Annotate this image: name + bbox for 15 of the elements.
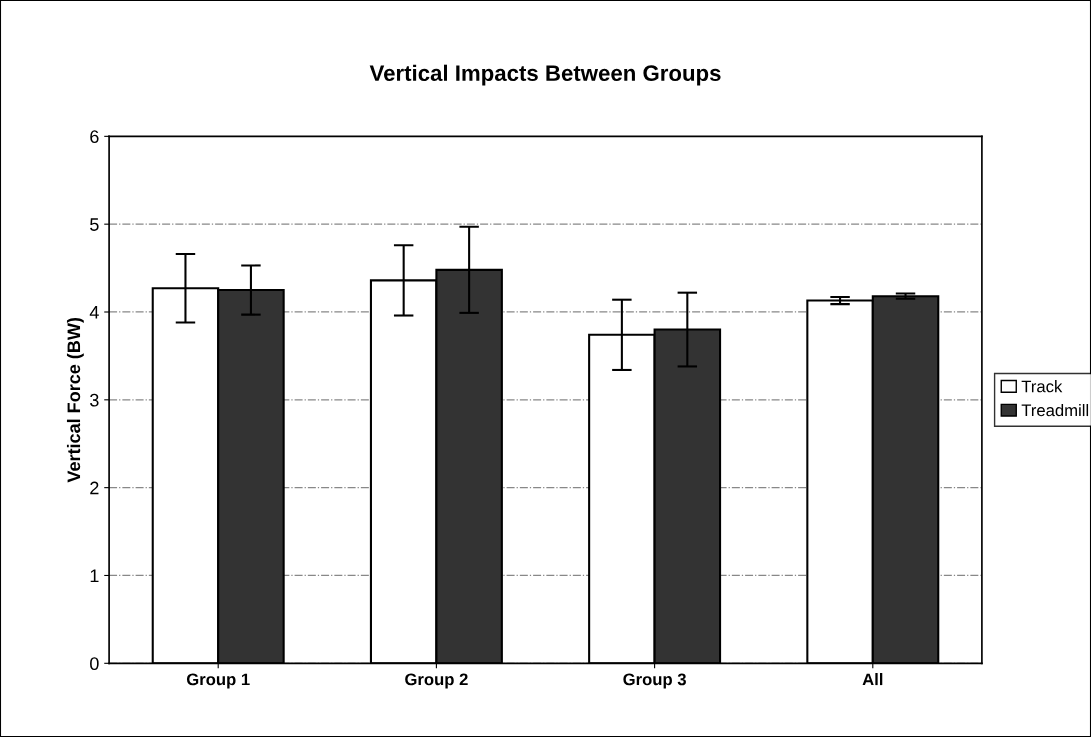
legend-label: Track	[1021, 380, 1063, 393]
y-tick-label: 2	[90, 481, 99, 495]
y-tick-label: 3	[90, 393, 99, 407]
chart-title: Vertical Impacts Between Groups	[369, 64, 721, 86]
y-tick-label: 6	[90, 130, 99, 144]
x-tick-label: Group 3	[623, 673, 686, 689]
y-axis-title: Vertical Force (BW)	[66, 317, 84, 483]
legend-label: Treadmill	[1021, 403, 1089, 417]
y-tick-label: 0	[90, 657, 99, 671]
x-tick-label: Group 2	[405, 673, 468, 689]
y-tick-label: 1	[90, 569, 99, 583]
y-tick-label: 5	[90, 218, 99, 231]
x-tick-label: Group 1	[186, 673, 250, 689]
x-tick-label: All	[862, 673, 883, 686]
y-tick-label: 4	[89, 306, 99, 319]
